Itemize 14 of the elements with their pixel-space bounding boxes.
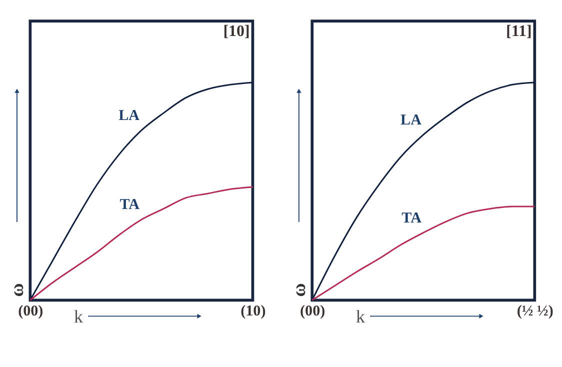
x-tick-label: (00) — [18, 304, 44, 320]
series-label: TA — [120, 197, 140, 214]
y-axis-title: ω — [289, 282, 310, 297]
text: [11] — [506, 23, 532, 40]
y-axis-title: ω — [7, 282, 28, 297]
series-label: LA — [400, 112, 422, 128]
x-tick-label: (10) — [240, 304, 266, 320]
text: [10] — [223, 23, 250, 40]
x-axis-title: k — [74, 306, 84, 326]
x-tick-label: (00) — [300, 304, 326, 320]
series-label: TA — [402, 210, 422, 226]
x-tick-label: (½ ½) — [516, 304, 554, 320]
x-axis-title: k — [356, 306, 365, 326]
series-label: LA — [118, 108, 140, 124]
